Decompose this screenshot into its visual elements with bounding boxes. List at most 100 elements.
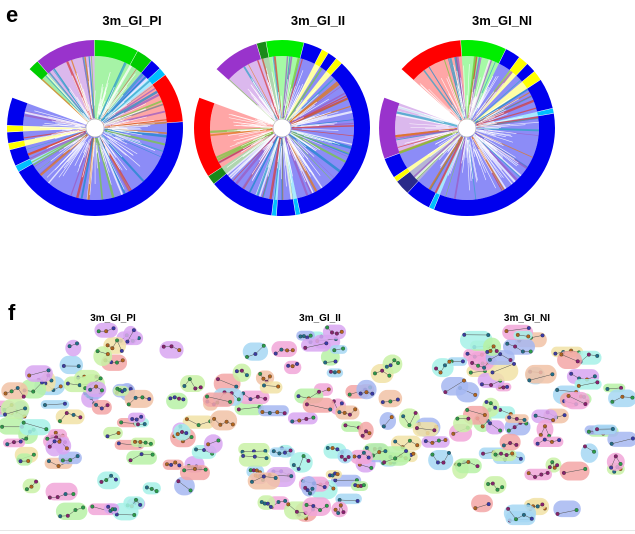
tree-branch <box>471 96 476 111</box>
tree-branch <box>460 77 465 110</box>
tree-branch <box>476 83 504 118</box>
clade-wedge <box>47 56 95 122</box>
tree-branch <box>435 133 457 145</box>
network-node <box>57 439 62 444</box>
network-edge <box>489 423 501 431</box>
tree-branch <box>88 81 93 109</box>
tree-branch <box>478 86 490 108</box>
branch-highlight <box>399 130 458 154</box>
clade-ring-segment <box>319 53 337 72</box>
tree-branch <box>468 78 475 115</box>
branch-highlight <box>475 92 530 124</box>
tree-branch <box>109 123 155 127</box>
tree-branch <box>99 86 104 107</box>
ring-divider <box>216 69 229 81</box>
network-edge <box>394 450 407 459</box>
tree-branch <box>426 93 456 119</box>
tree-branch <box>104 86 115 109</box>
branch-highlight <box>100 73 144 122</box>
network-edge <box>217 378 237 387</box>
tree-branch <box>300 122 338 127</box>
tree-branch <box>472 79 491 116</box>
clade-wedge <box>23 103 88 128</box>
network-node <box>346 455 351 459</box>
tree-branch <box>299 98 330 118</box>
branch-highlight <box>290 131 347 163</box>
tree-branch <box>473 130 502 144</box>
clade-ring-segment <box>214 173 274 216</box>
tree-branch <box>74 141 88 166</box>
network-node <box>245 354 249 359</box>
network-node <box>62 401 67 406</box>
network-node <box>49 378 54 383</box>
tree-branch <box>297 111 339 124</box>
tree-branch <box>470 88 476 107</box>
tree-branch <box>82 88 93 119</box>
tree-branch <box>446 78 464 119</box>
network-node <box>443 438 448 442</box>
network-node <box>475 464 480 469</box>
branch-highlight <box>428 135 463 190</box>
tree-branch <box>288 142 307 183</box>
tree-branch <box>476 136 504 159</box>
tree-branch <box>284 148 287 166</box>
branch-highlight <box>289 134 335 178</box>
network-edge <box>578 382 598 387</box>
network-title-ii: 3m_GI_II <box>299 313 341 324</box>
tree-branch <box>274 99 281 121</box>
ring-divider <box>29 69 42 81</box>
clade-wedge <box>41 73 90 123</box>
network-edge <box>500 353 511 361</box>
ring-divider <box>407 180 419 194</box>
tree-branch <box>99 106 104 116</box>
network-node <box>487 357 492 362</box>
network-node <box>76 364 81 369</box>
clade-ring-segment <box>152 74 183 123</box>
network-node <box>128 458 133 463</box>
network-node <box>592 449 596 454</box>
tree-branch <box>267 146 276 168</box>
tree-branch <box>103 131 113 136</box>
tree-branch <box>291 132 323 146</box>
tree-branch <box>429 139 454 158</box>
tree-branch <box>82 145 91 178</box>
branch-highlight <box>228 134 276 178</box>
tree-branch <box>472 138 487 160</box>
network-node <box>283 498 288 503</box>
clade-wedge <box>399 130 461 169</box>
module-hull <box>97 471 121 490</box>
network-node <box>317 389 322 394</box>
ring-divider <box>8 140 25 144</box>
tree-branch <box>113 104 128 115</box>
tree-branch <box>462 136 467 160</box>
tree-branch <box>115 136 125 141</box>
tree-branch <box>49 128 84 131</box>
tree-branch <box>434 144 452 161</box>
ring-divider <box>319 53 329 67</box>
tree-branch <box>82 112 91 123</box>
network-node <box>290 348 295 353</box>
tree-branch <box>69 87 89 117</box>
tree-branch <box>71 75 87 110</box>
network-node <box>81 505 86 510</box>
tree-branch <box>440 141 458 167</box>
network-node <box>324 341 329 346</box>
network-node <box>288 448 293 453</box>
branch-highlight <box>45 75 89 122</box>
tree-branch <box>290 111 332 126</box>
tree-branch <box>476 129 490 132</box>
network-edge <box>607 387 622 390</box>
clade-ring-segment <box>460 40 506 64</box>
network-node <box>177 348 182 353</box>
network-node <box>533 474 537 479</box>
tree-branch <box>448 93 464 121</box>
tree-branch <box>62 146 83 177</box>
module-hull <box>159 341 184 359</box>
tree-branch <box>291 117 304 124</box>
tree-branch <box>100 112 124 126</box>
tree-branch <box>480 124 511 127</box>
tree-branch <box>473 77 485 109</box>
ring-divider <box>271 199 274 216</box>
tree-branch <box>477 95 485 109</box>
tree-branch <box>94 90 96 106</box>
